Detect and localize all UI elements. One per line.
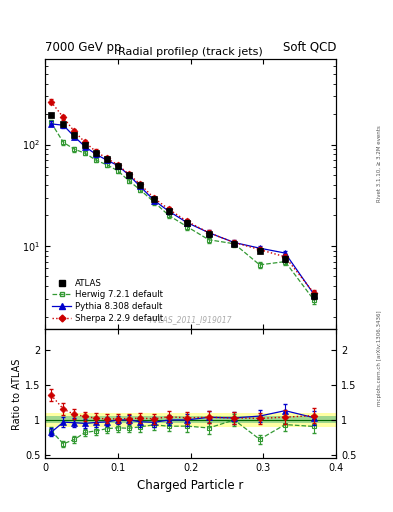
Legend: ATLAS, Herwig 7.2.1 default, Pythia 8.308 default, Sherpa 2.2.9 default: ATLAS, Herwig 7.2.1 default, Pythia 8.30… [50, 276, 166, 325]
Title: Radial profileρ (track jets): Radial profileρ (track jets) [118, 47, 263, 57]
X-axis label: Charged Particle r: Charged Particle r [138, 479, 244, 492]
Text: Soft QCD: Soft QCD [283, 41, 336, 54]
Bar [45, 413, 336, 427]
Text: 7000 GeV pp: 7000 GeV pp [45, 41, 122, 54]
Text: mcplots.cern.ch [arXiv:1306.3436]: mcplots.cern.ch [arXiv:1306.3436] [377, 311, 382, 406]
Text: ATLAS_2011_I919017: ATLAS_2011_I919017 [149, 315, 232, 324]
Bar [45, 416, 336, 423]
Y-axis label: Ratio to ATLAS: Ratio to ATLAS [12, 358, 22, 430]
Text: Rivet 3.1.10, ≥ 3.2M events: Rivet 3.1.10, ≥ 3.2M events [377, 125, 382, 202]
